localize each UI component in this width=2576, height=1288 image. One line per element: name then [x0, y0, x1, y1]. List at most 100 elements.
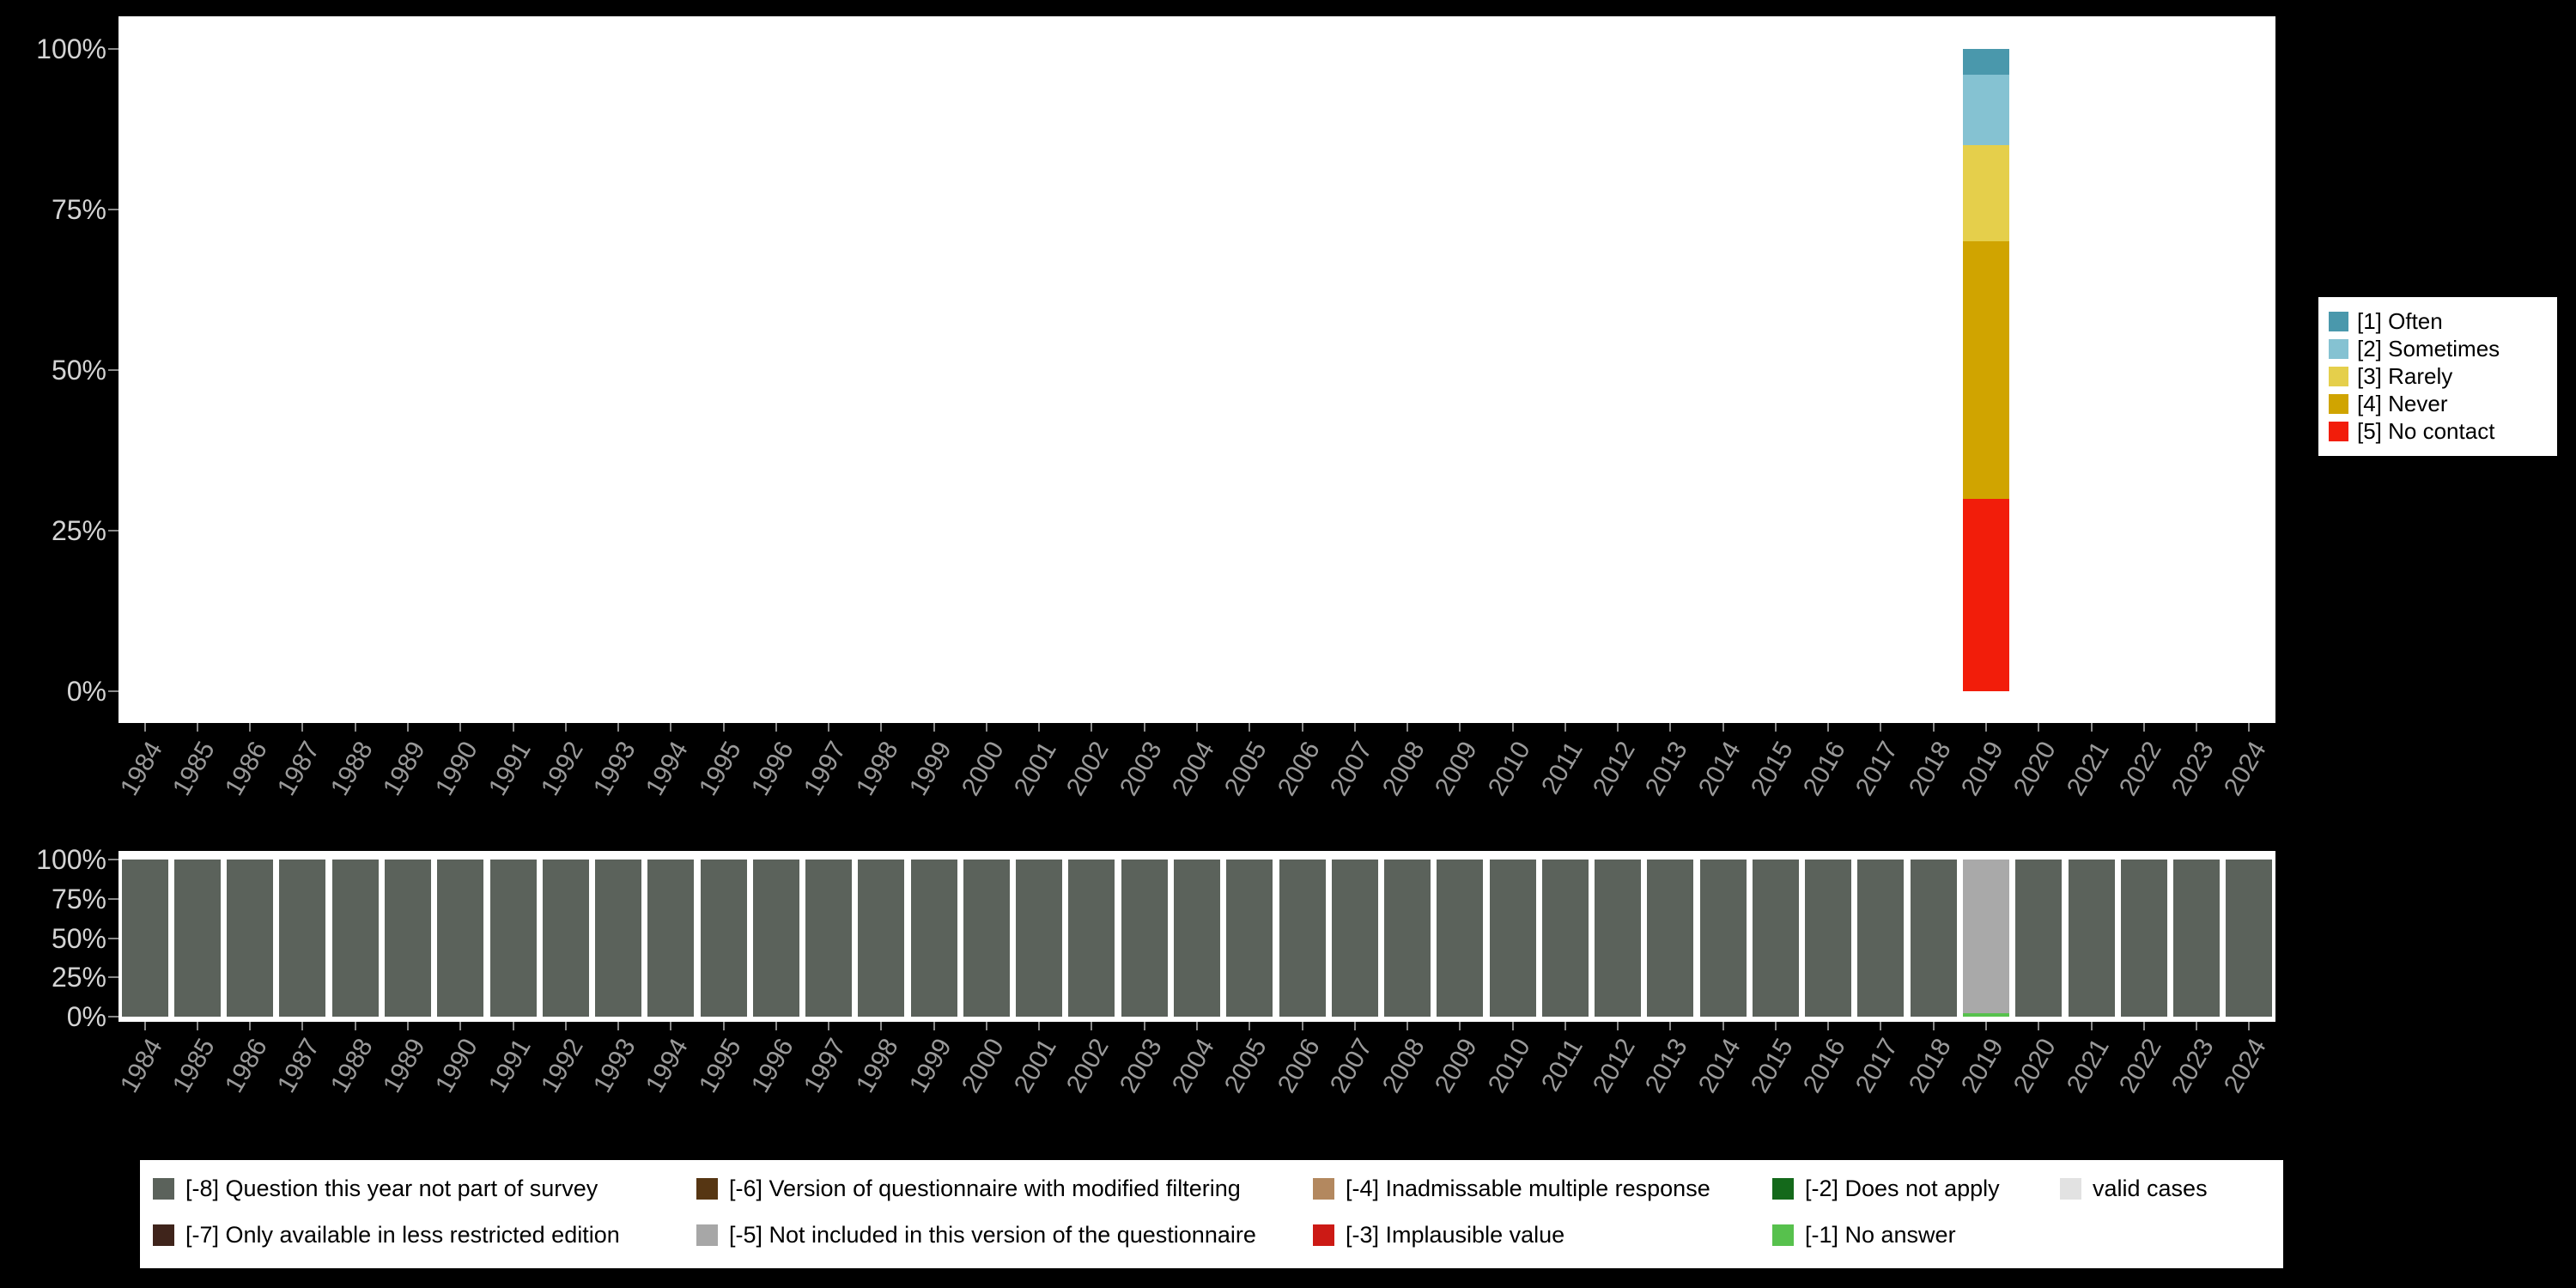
legend-item: [3] Rarely	[2329, 363, 2547, 389]
bar-segment-2019	[1963, 860, 2010, 1014]
x-axis-tick	[1249, 1022, 1251, 1030]
x-axis-tick	[143, 723, 146, 732]
x-axis-tick	[1511, 1022, 1514, 1030]
legend-item: [-3] Implausible value	[1313, 1222, 1564, 1248]
x-axis-tick	[2196, 723, 2198, 732]
x-axis-tick	[1774, 1022, 1777, 1030]
y-axis-tick	[108, 1016, 118, 1018]
bar-segment-2009	[1437, 860, 1484, 1017]
x-axis-tick	[1459, 723, 1461, 732]
x-axis-tick	[301, 1022, 304, 1030]
x-axis-tick	[1669, 723, 1672, 732]
percent-axis-label: 25%	[51, 962, 106, 993]
bar-segment-2011	[1541, 860, 1589, 1017]
legend-item: [4] Never	[2329, 391, 2547, 416]
y-axis-tick	[108, 369, 118, 371]
x-axis-tick	[670, 1022, 672, 1030]
x-axis-tick	[985, 1022, 987, 1030]
x-axis-tick	[985, 723, 987, 732]
x-axis-tick	[196, 1022, 198, 1030]
y-axis-tick	[108, 209, 118, 210]
bar-segment-1999	[910, 860, 957, 1017]
x-axis-tick	[1827, 723, 1830, 732]
x-axis-tick	[1406, 723, 1409, 732]
x-axis-tick	[2142, 723, 2145, 732]
x-axis-tick	[1038, 1022, 1041, 1030]
bar-segment-1992	[542, 860, 589, 1017]
bar-segment-2013	[1647, 860, 1694, 1017]
legend-item: [-8] Question this year not part of surv…	[153, 1176, 598, 1201]
x-axis-tick	[1353, 1022, 1356, 1030]
legend-item-label: [-2] Does not apply	[1805, 1175, 2000, 1201]
legend-item: [-2] Does not apply	[1772, 1176, 2000, 1201]
x-axis-tick	[512, 1022, 514, 1030]
x-axis-tick	[1564, 723, 1566, 732]
legend-item: [-6] Version of questionnaire with modif…	[696, 1176, 1241, 1201]
legend-item-label: [3] Rarely	[2357, 363, 2453, 389]
legend-swatch-icon	[2329, 312, 2348, 331]
legend-swatch-icon	[1313, 1224, 1334, 1246]
x-axis-tick	[1985, 723, 1988, 732]
x-axis-tick	[1617, 723, 1619, 732]
missing-values-plot-area	[118, 851, 2275, 1022]
x-axis-tick	[1985, 1022, 1988, 1030]
x-axis-tick	[2090, 723, 2093, 732]
x-axis-tick	[1196, 1022, 1198, 1030]
bar-segment-1993	[595, 860, 642, 1017]
x-axis-tick	[2196, 1022, 2198, 1030]
legend-swatch-icon	[2329, 367, 2348, 386]
x-axis-tick	[1722, 723, 1724, 732]
x-axis-tick	[354, 1022, 356, 1030]
bar-segment-2001	[1016, 860, 1063, 1017]
legend-item: [-4] Inadmissable multiple response	[1313, 1176, 1710, 1201]
bar-segment-2023	[2173, 860, 2221, 1017]
legend-item-label: valid cases	[2093, 1175, 2208, 1201]
percent-axis-label: 25%	[51, 515, 106, 546]
x-axis-tick	[406, 723, 409, 732]
x-axis-tick	[406, 1022, 409, 1030]
x-axis-tick	[354, 723, 356, 732]
bar-segment-2019	[1963, 1013, 2010, 1017]
legend-swatch-icon	[2329, 394, 2348, 414]
bar-segment-2014	[1699, 860, 1747, 1017]
bar-segment-1991	[489, 860, 537, 1017]
bar-segment-1995	[700, 860, 747, 1017]
x-axis-tick	[1301, 1022, 1303, 1030]
legend-swatch-icon	[153, 1224, 174, 1246]
legend-item-label: [-3] Implausible value	[1346, 1221, 1565, 1248]
bar-segment-2019	[1963, 145, 2010, 242]
x-axis-tick	[1249, 723, 1251, 732]
percent-axis-label: 100%	[36, 33, 106, 64]
legend-item-label: [-7] Only available in less restricted e…	[185, 1221, 620, 1248]
y-axis-tick	[108, 859, 118, 860]
legend-item: [2] Sometimes	[2329, 336, 2547, 361]
bar-segment-1996	[752, 860, 799, 1017]
legend-swatch-icon	[696, 1224, 718, 1246]
x-axis-tick	[1722, 1022, 1724, 1030]
x-axis-tick	[249, 1022, 252, 1030]
bar-segment-1998	[858, 860, 905, 1017]
x-axis-tick	[2142, 1022, 2145, 1030]
x-axis-tick	[722, 723, 725, 732]
bar-segment-2019	[1963, 49, 2010, 75]
x-axis-tick	[249, 723, 252, 732]
distribution-legend: [1] Often [2] Sometimes [3] Rarely [4] Neve…	[2317, 295, 2559, 458]
x-axis-tick	[2090, 1022, 2093, 1030]
bar-segment-1988	[331, 860, 379, 1017]
bar-segment-1997	[805, 860, 853, 1017]
x-axis-tick	[828, 723, 830, 732]
legend-item-label: [-4] Inadmissable multiple response	[1346, 1175, 1710, 1201]
x-axis-tick	[880, 723, 883, 732]
missing-values-legend: [-8] Question this year not part of surv…	[140, 1160, 2283, 1268]
legend-item: [1] Often	[2329, 308, 2547, 334]
legend-swatch-icon	[1772, 1224, 1794, 1246]
x-axis-tick	[459, 723, 462, 732]
legend-item-label: [-8] Question this year not part of surv…	[185, 1175, 598, 1201]
legend-item-label: [-5] Not included in this version of the…	[729, 1221, 1256, 1248]
percent-axis-label: 0%	[66, 676, 106, 707]
distribution-plot-area	[118, 16, 2275, 723]
bar-segment-2015	[1752, 860, 1799, 1017]
bar-segment-2000	[963, 860, 1010, 1017]
x-axis-tick	[1301, 723, 1303, 732]
bar-segment-1984	[121, 860, 168, 1017]
